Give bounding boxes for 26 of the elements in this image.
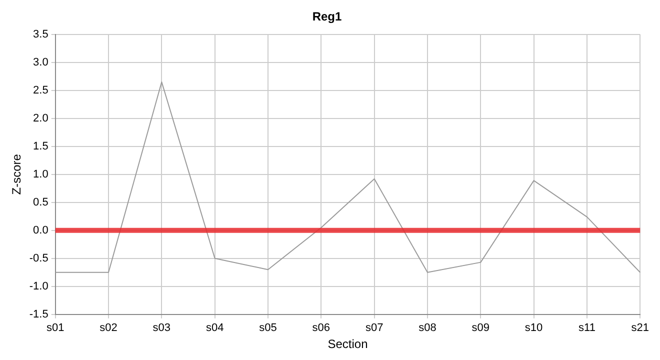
y-tick-label: 2.5 bbox=[33, 84, 48, 96]
x-tick-label: s02 bbox=[100, 322, 118, 334]
y-axis-title: Z-score bbox=[10, 154, 24, 195]
x-tick-label: s03 bbox=[152, 322, 171, 334]
x-tick-label: s06 bbox=[312, 322, 330, 334]
y-tick-label: 2.0 bbox=[33, 112, 48, 124]
y-tick-label: 0.0 bbox=[33, 224, 48, 236]
x-tick-label: s08 bbox=[418, 322, 436, 334]
x-tick-label: s10 bbox=[524, 322, 543, 334]
x-tick-label: s01 bbox=[46, 322, 64, 334]
x-tick-label: s05 bbox=[259, 322, 277, 334]
y-tick-label: 1.0 bbox=[33, 168, 48, 180]
y-tick-label: 1.5 bbox=[33, 140, 48, 152]
x-tick-label: s07 bbox=[365, 322, 384, 334]
x-tick-label: s11 bbox=[578, 322, 596, 334]
y-tick-label: 3.0 bbox=[33, 56, 48, 68]
x-tick-label: s09 bbox=[472, 322, 490, 334]
y-tick-label: -1.5 bbox=[29, 308, 48, 320]
y-tick-label: 0.5 bbox=[33, 196, 48, 208]
x-tick-label: s21 bbox=[631, 322, 650, 334]
y-tick-label: -1.0 bbox=[29, 280, 48, 292]
y-tick-label: 3.5 bbox=[33, 28, 48, 40]
x-axis-title: Section bbox=[328, 337, 368, 352]
x-tick-label: s04 bbox=[206, 322, 224, 334]
chart-title: Reg1 bbox=[312, 10, 342, 24]
y-tick-label: -0.5 bbox=[29, 252, 48, 264]
